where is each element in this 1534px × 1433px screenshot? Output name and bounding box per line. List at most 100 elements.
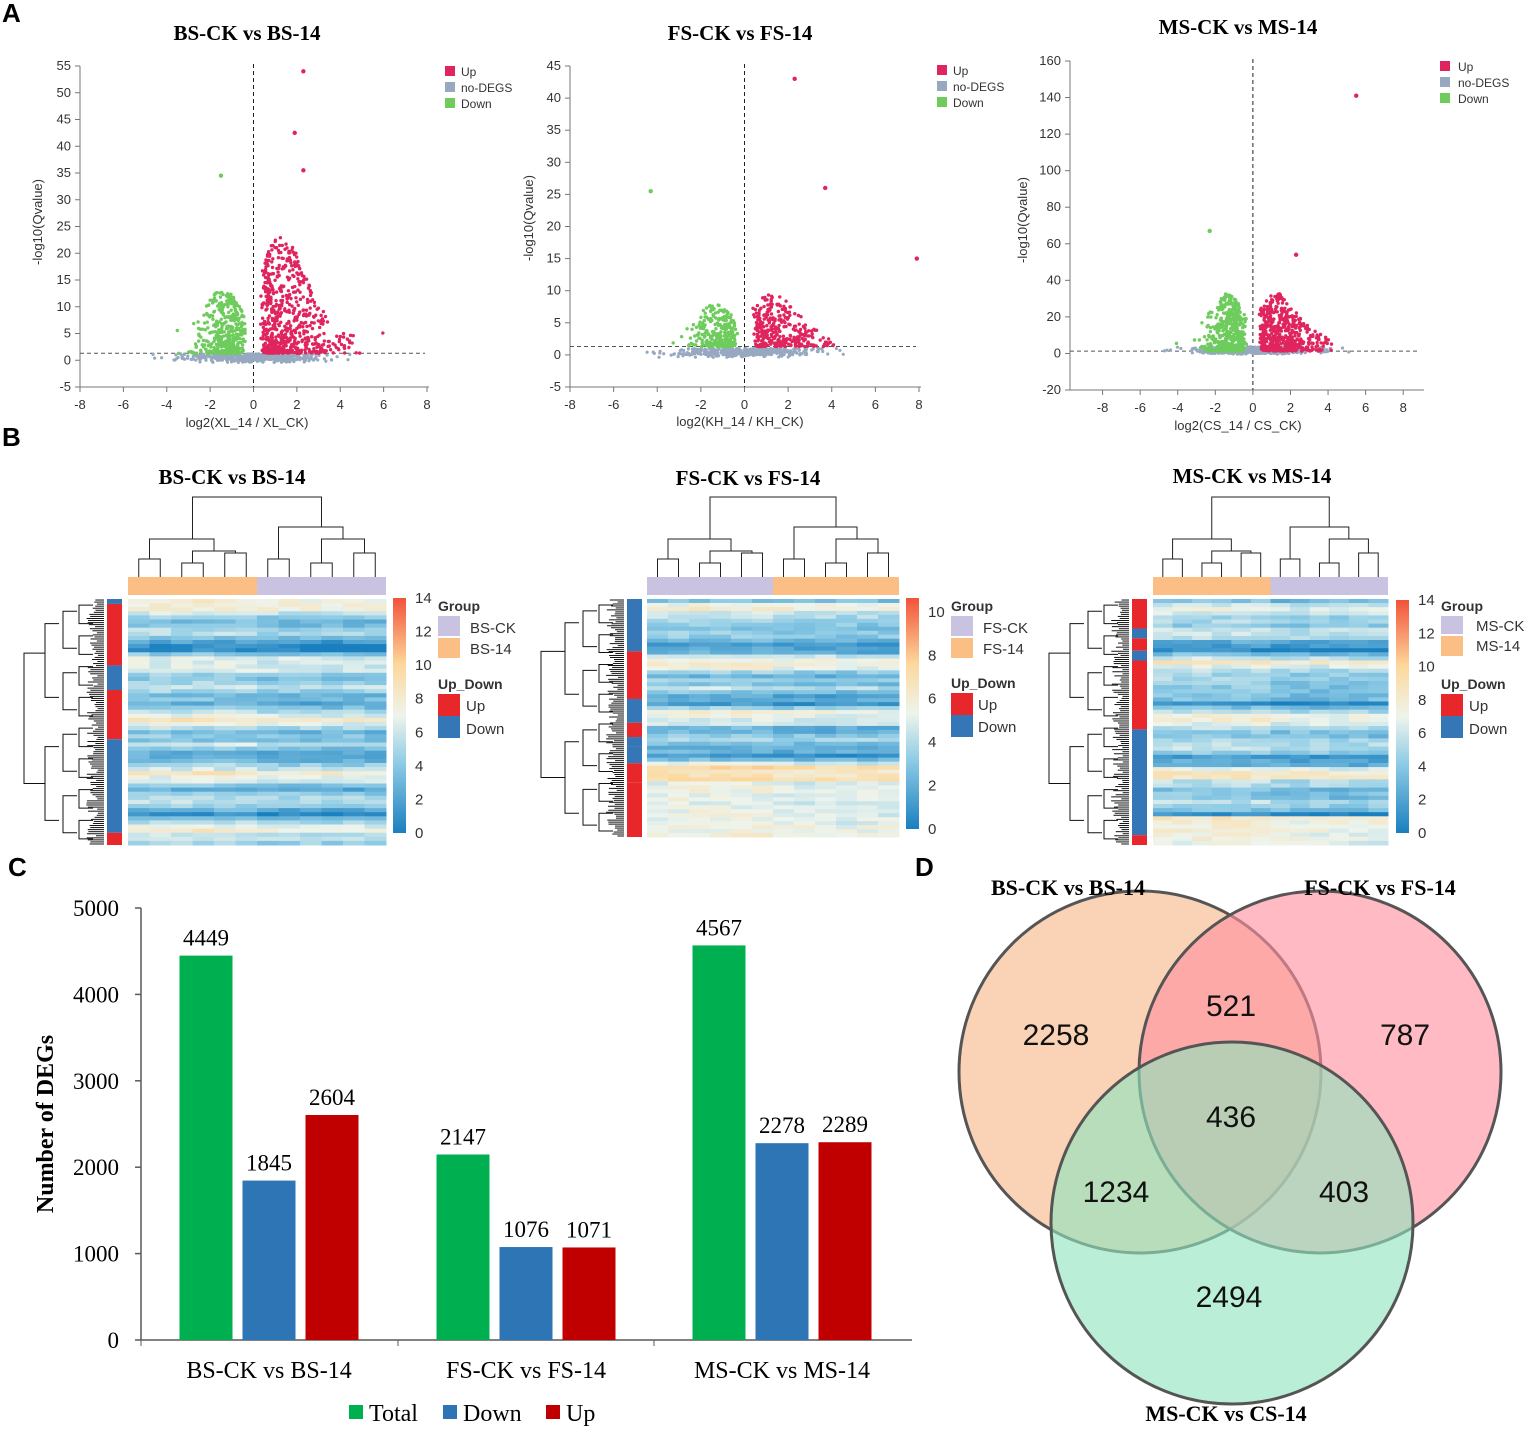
- point-up: [804, 331, 808, 335]
- point-down: [1228, 344, 1232, 349]
- point-up: [755, 303, 760, 308]
- heatmap-cell: [364, 840, 387, 846]
- point-up: [292, 341, 296, 345]
- point-down: [240, 320, 244, 325]
- point-up: [803, 323, 808, 327]
- point-down: [212, 348, 216, 352]
- heatmap-cell: [257, 771, 279, 776]
- point-up: [784, 299, 788, 303]
- point-nodegs: [307, 359, 311, 363]
- heatmap-cell: [343, 668, 365, 674]
- point-up: [758, 334, 763, 338]
- heatmap-cell: [214, 693, 236, 698]
- heatmap-cell: [343, 795, 365, 801]
- heatmap-cell: [278, 828, 301, 834]
- point-down: [1205, 338, 1209, 342]
- point-down: [687, 344, 691, 348]
- point-up: [266, 294, 270, 298]
- point-down: [194, 344, 199, 349]
- point-up: [789, 343, 793, 348]
- point-down: [1221, 311, 1226, 315]
- x-tick-label: -4: [651, 397, 663, 412]
- heatmap-cell: [192, 758, 215, 764]
- point-up: [307, 347, 311, 352]
- heatmap-cell: [257, 754, 279, 760]
- point-up: [292, 328, 296, 333]
- point-notable: [218, 173, 224, 178]
- heatmap-cell: [343, 763, 365, 768]
- point-up: [280, 267, 285, 271]
- point-down: [729, 313, 733, 317]
- heatmap-cell: [214, 697, 236, 702]
- heatmap-cell: [321, 832, 344, 838]
- heatmap-cell: [128, 672, 150, 678]
- point-up: [291, 268, 295, 272]
- heatmap-cell: [321, 656, 344, 661]
- point-up: [279, 298, 283, 303]
- point-down: [694, 325, 699, 329]
- point-up: [326, 344, 330, 349]
- heatmap-cell: [321, 734, 344, 739]
- point-up: [1284, 344, 1288, 348]
- heatmap-cell: [192, 804, 215, 809]
- point-up: [764, 315, 768, 319]
- legend-down-label: Down: [1458, 92, 1489, 106]
- point-up: [1273, 325, 1278, 329]
- heatmap-cell: [300, 750, 322, 756]
- panel-letter-a: A: [2, 0, 21, 28]
- point-up: [266, 275, 270, 280]
- point-down: [1224, 336, 1228, 340]
- point-down: [708, 340, 712, 344]
- point-up: [336, 347, 340, 351]
- heatmap-bs-title: BS-CK vs BS-14: [158, 465, 306, 489]
- heatmap-cell: [128, 763, 150, 768]
- point-up: [298, 297, 303, 302]
- heatmap-cell: [364, 717, 387, 723]
- legend-up-label: Up: [461, 65, 477, 79]
- point-down: [1240, 317, 1245, 321]
- heatmap-cell: [343, 730, 365, 735]
- heatmap-cell: [364, 615, 387, 620]
- heatmap-cell: [364, 832, 387, 838]
- heatmap-cell: [321, 685, 344, 690]
- point-down: [204, 339, 209, 343]
- heatmap-cell: [192, 676, 215, 682]
- y-tick-label: 140: [1039, 90, 1061, 105]
- point-down: [729, 336, 733, 340]
- point-up: [797, 341, 801, 345]
- heatmap-cell: [343, 689, 365, 694]
- y-tick-label: 15: [547, 251, 561, 266]
- heatmap-cell: [257, 746, 279, 752]
- heatmap-cell: [192, 648, 215, 653]
- point-up: [1286, 335, 1290, 340]
- point-up: [759, 323, 763, 327]
- point-up: [312, 321, 316, 325]
- heatmap-cell: [343, 599, 365, 604]
- point-up: [781, 334, 786, 338]
- point-up: [263, 280, 267, 285]
- point-up: [321, 309, 326, 314]
- point-down: [1218, 318, 1223, 322]
- heatmap-cell: [257, 832, 279, 838]
- heatmap-cell: [321, 689, 344, 694]
- heatmap-cell: [343, 656, 365, 661]
- legend-down-swatch: [445, 98, 455, 108]
- heatmap-cell: [171, 660, 193, 666]
- heatmap-cell: [214, 701, 236, 707]
- point-nodegs: [191, 354, 195, 359]
- point-up: [271, 291, 276, 295]
- heatmap-cell: [149, 623, 172, 629]
- point-up: [1273, 336, 1278, 340]
- legend-down-swatch: [1440, 93, 1450, 103]
- heatmap-cell: [149, 676, 172, 682]
- x-tick-label: 0: [741, 397, 748, 412]
- heatmap-cell: [235, 668, 258, 674]
- heatmap-cell: [171, 709, 193, 715]
- point-down: [217, 328, 221, 332]
- heatmap-cell: [171, 824, 193, 830]
- point-up: [1279, 306, 1284, 311]
- heatmap-cell: [300, 648, 322, 653]
- point-up: [1318, 332, 1323, 337]
- point-notable: [292, 130, 297, 136]
- heatmap-cell: [343, 726, 365, 731]
